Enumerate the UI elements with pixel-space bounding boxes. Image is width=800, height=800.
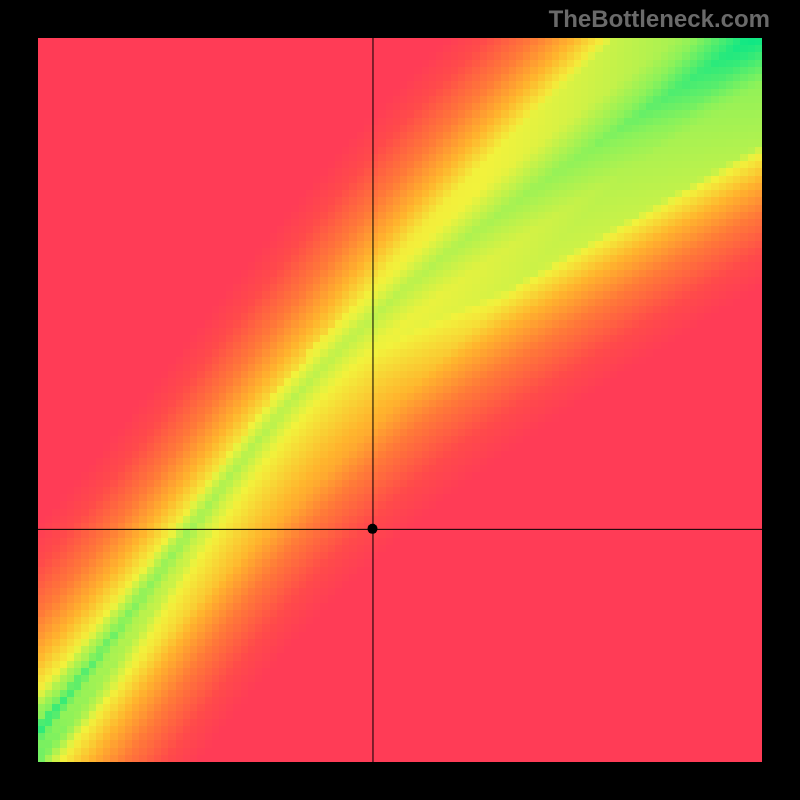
heatmap-canvas <box>38 38 762 762</box>
root: TheBottleneck.com <box>0 0 800 800</box>
heatmap-chart <box>38 38 762 762</box>
watermark-text: TheBottleneck.com <box>549 6 770 34</box>
